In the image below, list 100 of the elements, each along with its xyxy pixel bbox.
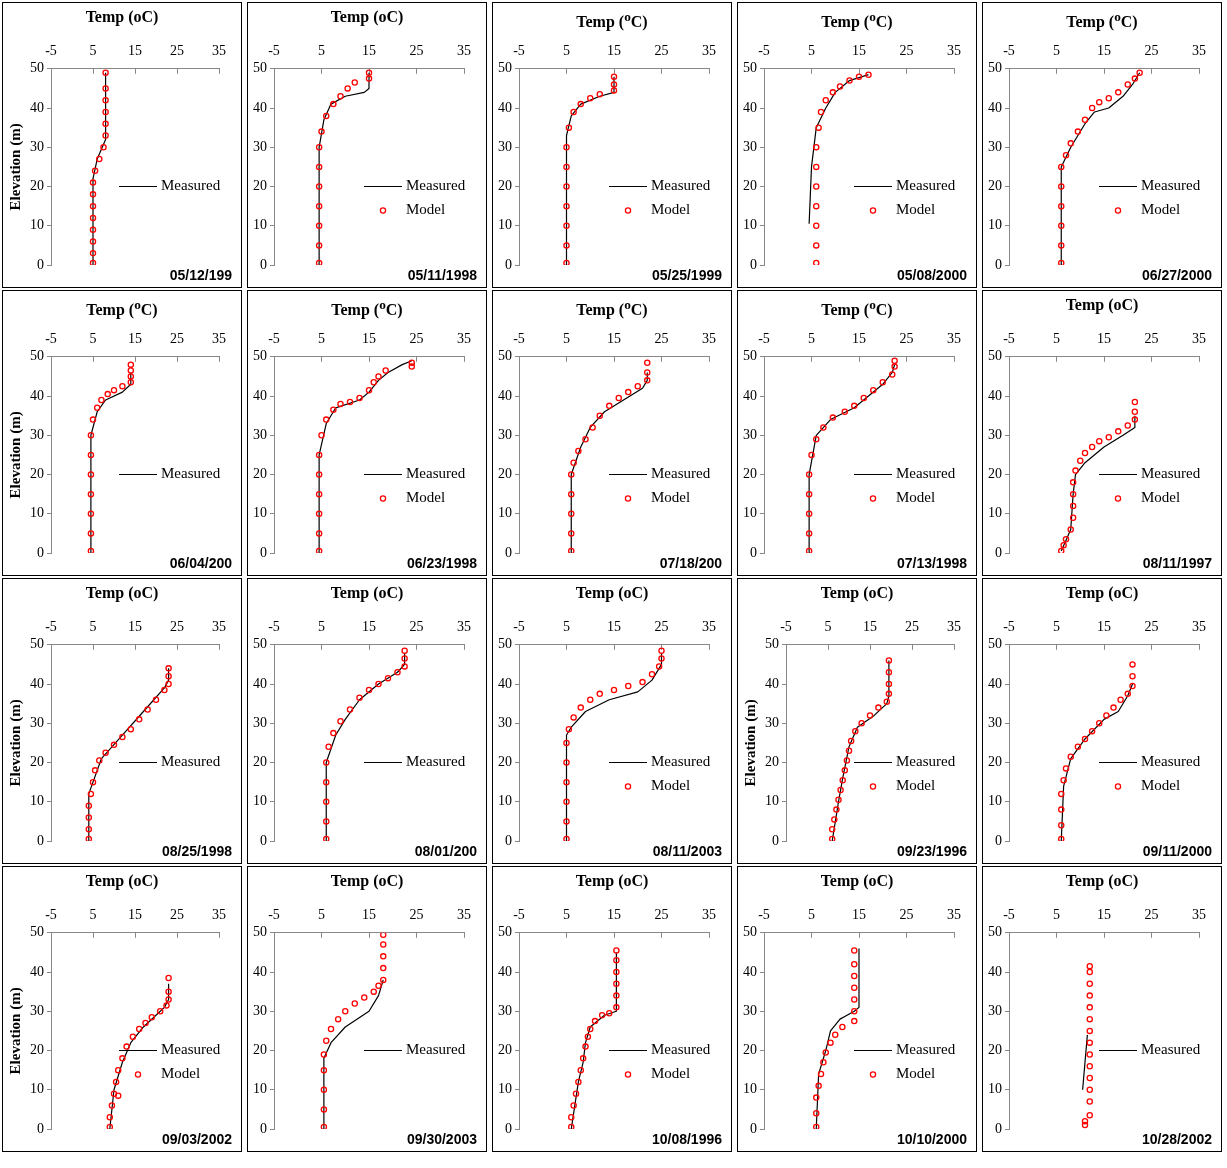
y-tick-label: 20 [253, 754, 267, 770]
y-tick-label: 10 [498, 793, 512, 809]
x-tick-label: 25 [899, 43, 914, 59]
text: 08/11/1997 [1142, 554, 1213, 571]
x-tick-label: 35 [702, 331, 716, 347]
chart-title: Temp ($^{o}$C) [575, 296, 649, 319]
y-tick-label: 50 [988, 636, 1002, 652]
text: 05/11/1998 [407, 266, 478, 283]
text: 09/23/1996 [896, 842, 968, 859]
text: 10/10/2000 [896, 1130, 968, 1147]
y-tick-label: 40 [253, 675, 267, 691]
x-tick-label: -5 [758, 907, 770, 923]
legend-label: Measured [1141, 465, 1201, 482]
x-tick-label: 25 [409, 619, 424, 635]
x-tick-label: -5 [45, 43, 57, 59]
y-tick-label: 40 [498, 99, 512, 115]
y-tick-label: 50 [498, 348, 512, 364]
x-tick-label: 35 [947, 43, 961, 59]
x-tick-label: 25 [1144, 619, 1159, 635]
x-tick-label: 25 [170, 43, 184, 59]
y-tick-label: 20 [253, 178, 267, 194]
legend-label: Model [1141, 777, 1181, 794]
chart-title: Temp ($^{o}$C) [1065, 8, 1139, 31]
y-tick-label: 50 [765, 636, 779, 652]
x-tick-label: 5 [563, 619, 570, 635]
x-tick-label: 25 [654, 619, 669, 635]
y-tick-label: 10 [988, 793, 1002, 809]
y-tick-label: 50 [30, 60, 44, 76]
text: 07/13/1998 [896, 554, 968, 571]
x-tick-label: -5 [513, 619, 525, 635]
y-tick-label: 50 [30, 924, 44, 940]
x-tick-label: 5 [89, 43, 97, 59]
y-tick-label: 10 [743, 1081, 757, 1097]
legend-label: Measured [651, 465, 711, 482]
y-tick-label: 0 [505, 1120, 512, 1136]
x-tick-label: 5 [824, 619, 832, 635]
text: 08/25/1998 [161, 842, 233, 859]
y-tick-label: 50 [743, 60, 757, 76]
x-tick-label: 15 [128, 43, 142, 59]
x-tick-label: 25 [409, 43, 424, 59]
chart-title: Temp (oC) [329, 583, 405, 604]
x-tick-label: -5 [513, 331, 525, 347]
y-tick-label: 10 [498, 1081, 512, 1097]
y-tick-label: 40 [498, 963, 512, 979]
y-axis-title: Elevation (m) [6, 123, 24, 211]
text: 06/04/200 [169, 554, 233, 571]
y-tick-label: 40 [253, 387, 267, 403]
y-tick-label: 30 [743, 1002, 757, 1018]
x-tick-label: -5 [45, 907, 57, 923]
legend-label: Measured [896, 1041, 956, 1058]
y-tick-label: 20 [30, 1042, 44, 1058]
x-tick-label: 25 [170, 619, 184, 635]
chart-title: Temp (oC) [1064, 583, 1140, 604]
legend-label: Measured [896, 177, 956, 194]
y-tick-label: 40 [988, 99, 1002, 115]
y-tick-label: 0 [37, 544, 44, 560]
y-tick-label: 0 [505, 832, 512, 848]
y-tick-label: 10 [743, 217, 757, 233]
legend-label: Model [651, 201, 691, 218]
y-tick-label: 0 [37, 1120, 44, 1136]
y-tick-label: 50 [253, 924, 267, 940]
y-tick-label: 20 [988, 754, 1002, 770]
y-tick-label: 30 [253, 1002, 267, 1018]
x-tick-label: -5 [268, 619, 280, 635]
x-tick-label: 35 [1192, 619, 1206, 635]
chart-title: Temp (oC) [329, 871, 405, 892]
legend-label: Model [896, 201, 936, 218]
y-tick-label: 40 [253, 99, 267, 115]
x-tick-label: 15 [362, 907, 376, 923]
x-tick-label: 15 [607, 43, 621, 59]
y-tick-label: 0 [260, 256, 267, 272]
y-tick-label: 10 [253, 505, 267, 521]
y-tick-label: 10 [30, 217, 44, 233]
x-tick-label: 35 [1192, 907, 1206, 923]
y-tick-label: 50 [253, 636, 267, 652]
legend-label: Measured [161, 465, 221, 482]
text: 06/27/2000 [1141, 266, 1213, 283]
x-tick-label: 25 [899, 907, 914, 923]
chart-title: Temp ($^{o}$C) [575, 8, 649, 31]
y-tick-label: 20 [988, 466, 1002, 482]
y-tick-label: 10 [253, 1081, 267, 1097]
y-tick-label: 10 [253, 793, 267, 809]
x-tick-label: 5 [1053, 619, 1060, 635]
y-tick-label: 30 [30, 138, 44, 154]
y-tick-label: 40 [988, 675, 1002, 691]
y-tick-label: 50 [30, 348, 44, 364]
x-tick-label: 15 [362, 43, 376, 59]
y-tick-label: 20 [743, 1042, 757, 1058]
chart-title: Temp (oC) [84, 871, 160, 892]
y-axis-title: Elevation (m) [6, 411, 24, 499]
y-tick-label: 30 [498, 426, 512, 442]
x-tick-label: 5 [808, 331, 815, 347]
y-tick-label: 30 [253, 138, 267, 154]
y-tick-label: 40 [30, 99, 44, 115]
y-tick-label: 10 [988, 217, 1002, 233]
x-tick-label: -5 [758, 43, 770, 59]
legend-label: Model [406, 201, 446, 218]
y-tick-label: 0 [995, 832, 1002, 848]
x-tick-label: 5 [318, 43, 325, 59]
x-tick-label: 25 [654, 907, 669, 923]
